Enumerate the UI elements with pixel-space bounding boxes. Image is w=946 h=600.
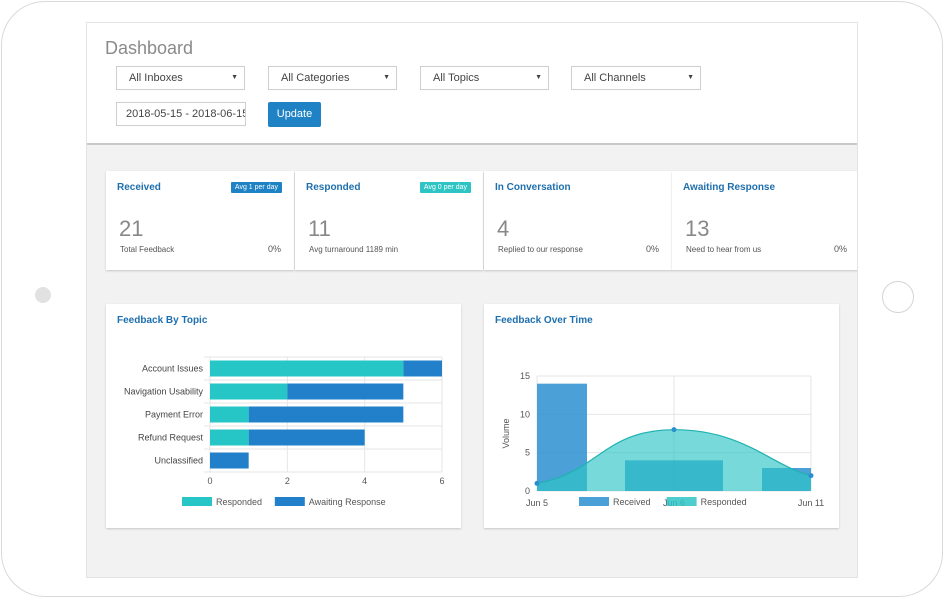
bar-awaiting-response (248, 406, 404, 423)
x-tick-label: 4 (362, 476, 367, 486)
legend-swatch (274, 497, 305, 506)
bar-awaiting-response (287, 383, 404, 400)
legend-label: Responded (216, 497, 262, 507)
point-responded (671, 427, 677, 433)
stat-card-awaiting-response: Awaiting Response 13 Need to hear from u… (672, 171, 857, 270)
category-label: Navigation Usability (124, 387, 204, 397)
chevron-down-icon: ▼ (687, 74, 694, 81)
inbox-select[interactable]: All Inboxes ▼ (116, 66, 245, 90)
avg-badge: Avg 1 per day (230, 182, 282, 193)
bar-awaiting-response (248, 429, 365, 446)
category-label: Unclassified (154, 456, 203, 466)
stat-value: 4 (497, 216, 510, 241)
feedback-by-topic-chart: 0 2 4 6 Account Issues Navigation Usability Pa… (124, 356, 445, 507)
stat-value: 13 (685, 216, 710, 241)
x-tick-label: 6 (439, 476, 444, 486)
topic-select[interactable]: All Topics ▼ (420, 66, 549, 90)
legend-swatch (579, 497, 609, 506)
stat-card-responded: Responded Avg 0 per day 11 Avg turnaroun… (295, 171, 483, 270)
update-button[interactable]: Update (268, 102, 321, 127)
stat-value: 11 (308, 216, 331, 241)
stat-percent: 0% (267, 244, 281, 254)
legend-label: Awaiting Response (309, 497, 386, 507)
stat-value: 21 (119, 216, 144, 241)
chart-title: Feedback Over Time (495, 315, 593, 326)
stat-percent: 0% (645, 244, 659, 254)
chart-title: Feedback By Topic (117, 315, 208, 326)
dashboard-header: Dashboard All Inboxes ▼ All Categories ▼… (87, 23, 857, 145)
area-responded (537, 429, 811, 491)
bar-awaiting-response (403, 360, 442, 377)
channel-select[interactable]: All Channels ▼ (571, 66, 701, 90)
y-tick-label: 0 (525, 486, 530, 496)
dashboard-screen: Dashboard All Inboxes ▼ All Categories ▼… (86, 22, 858, 578)
card-title: Awaiting Response (683, 182, 776, 193)
chevron-down-icon: ▼ (383, 74, 390, 81)
stat-card-received: Received Avg 1 per day 21 Total Feedback… (106, 171, 294, 270)
x-tick-label: Jun 11 (798, 498, 824, 508)
legend-swatch (182, 497, 212, 506)
topic-select-value: All Topics (433, 72, 480, 84)
legend-label: Received (613, 497, 651, 507)
y-tick-label: 10 (520, 409, 530, 419)
bar-responded (210, 383, 288, 400)
card-title: In Conversation (495, 182, 571, 193)
avg-badge: Avg 0 per day (419, 182, 471, 193)
home-button[interactable] (882, 281, 914, 313)
category-label: Refund Request (138, 433, 204, 443)
camera-dot (35, 287, 51, 303)
date-range-input[interactable]: 2018-05-15 - 2018-06-15 (116, 102, 246, 126)
stat-subtitle: Replied to our response (498, 245, 583, 254)
bar-responded (210, 360, 404, 377)
channel-select-value: All Channels (584, 72, 646, 84)
card-title: Received (117, 182, 161, 193)
bar-responded (210, 406, 249, 423)
chevron-down-icon: ▼ (231, 74, 238, 81)
chevron-down-icon: ▼ (535, 74, 542, 81)
x-tick-label: 2 (285, 476, 290, 486)
y-tick-label: 5 (525, 448, 530, 458)
point-responded (534, 480, 540, 486)
y-tick-label: 15 (520, 371, 530, 381)
stat-subtitle: Need to hear from us (686, 245, 762, 254)
bar-awaiting-response (210, 452, 249, 469)
legend-swatch (666, 497, 697, 506)
legend-label: Responded (701, 497, 747, 507)
page-title: Dashboard (105, 38, 194, 58)
category-select[interactable]: All Categories ▼ (268, 66, 397, 90)
card-title: Responded (306, 182, 361, 193)
category-label: Account Issues (142, 364, 204, 374)
point-responded (808, 473, 814, 479)
feedback-by-topic-card: Feedback By Topic 0 2 4 6 Account Issues Navi… (106, 304, 461, 528)
stat-percent: 0% (833, 244, 847, 254)
inbox-select-value: All Inboxes (129, 72, 183, 84)
x-tick-label: Jun 5 (526, 498, 548, 508)
stat-subtitle: Total Feedback (120, 245, 175, 254)
category-select-value: All Categories (281, 72, 350, 84)
x-tick-label: 0 (207, 476, 212, 486)
bar-responded (210, 429, 249, 446)
category-label: Payment Error (145, 410, 203, 420)
y-axis-label: Volume (501, 418, 511, 448)
stat-subtitle: Avg turnaround 1189 min (309, 245, 399, 254)
stat-card-in-conversation: In Conversation 4 Replied to our respons… (484, 171, 672, 270)
